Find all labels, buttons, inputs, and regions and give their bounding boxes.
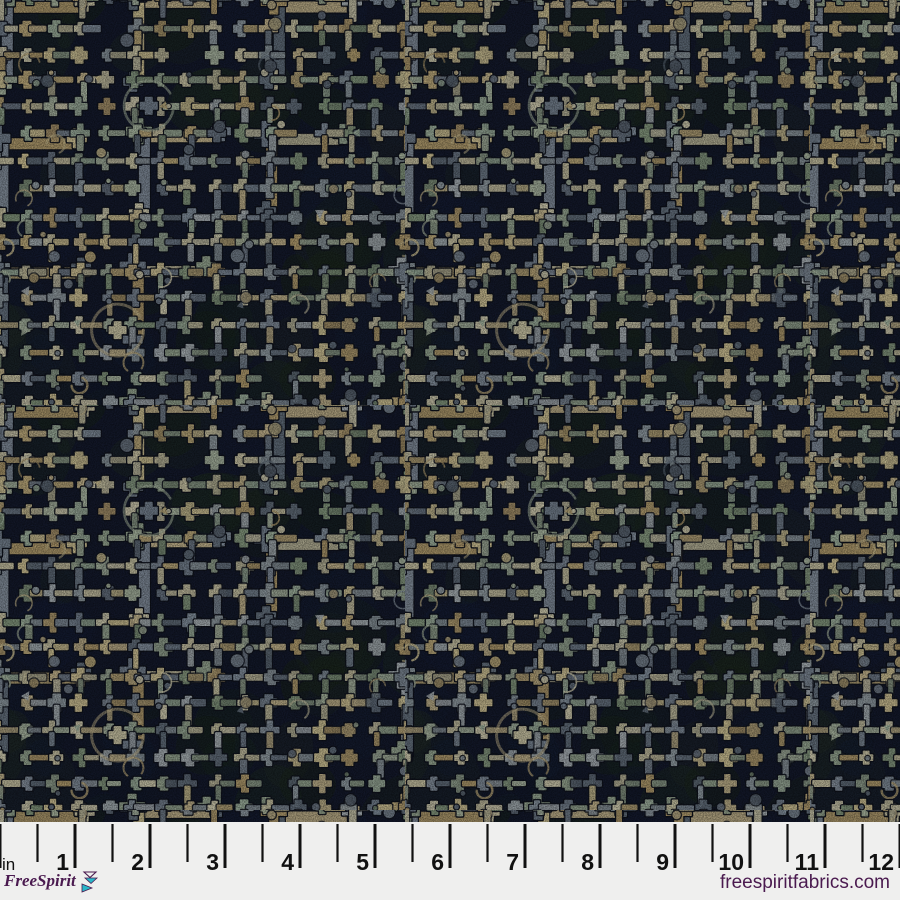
svg-text:5: 5	[356, 849, 369, 875]
svg-text:8: 8	[581, 849, 594, 875]
svg-text:3: 3	[206, 849, 219, 875]
svg-text:6: 6	[431, 849, 444, 875]
svg-text:FreeSpirit: FreeSpirit	[4, 871, 77, 890]
svg-text:7: 7	[506, 849, 519, 875]
svg-text:2: 2	[131, 849, 144, 875]
svg-text:9: 9	[656, 849, 669, 875]
svg-text:4: 4	[281, 849, 294, 875]
